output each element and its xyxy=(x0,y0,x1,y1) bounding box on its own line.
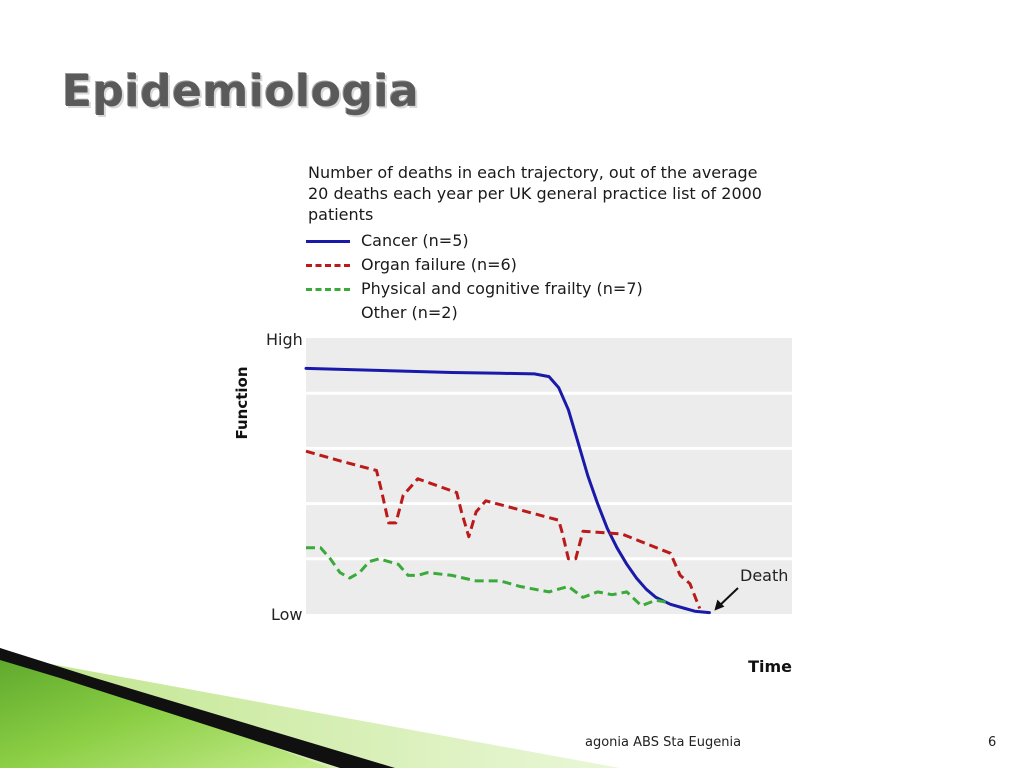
legend-label-4: Other (n=2) xyxy=(361,303,458,322)
slide-title: Epidemiologia xyxy=(62,66,420,117)
footer-label: agonia ABS Sta Eugenia xyxy=(585,735,742,750)
legend-entry-4: Other (n=2) xyxy=(306,302,726,326)
x-axis-label: Time xyxy=(748,657,792,676)
chart-caption: Number of deaths in each trajectory, out… xyxy=(308,163,762,224)
legend-swatch-1 xyxy=(306,240,350,243)
legend-entry-2: Organ failure (n=6) xyxy=(306,254,726,278)
death-arrow-head xyxy=(714,599,725,611)
page-number: 6 xyxy=(988,735,997,750)
y-tick-label-low: Low xyxy=(271,605,303,624)
legend-label-1: Cancer (n=5) xyxy=(361,231,469,250)
plot-background xyxy=(306,338,792,614)
death-annotation: Death xyxy=(740,566,788,585)
legend-label-2: Organ failure (n=6) xyxy=(361,255,517,274)
legend-label-3: Physical and cognitive frailty (n=7) xyxy=(361,279,643,298)
series-line-3 xyxy=(306,546,671,608)
legend-swatch-3 xyxy=(306,288,350,291)
legend-entry-1: Cancer (n=5) xyxy=(306,230,726,254)
y-tick-label-high: High xyxy=(266,330,303,349)
series-line-2 xyxy=(305,449,702,610)
legend-entry-3: Physical and cognitive frailty (n=7) xyxy=(306,278,726,302)
y-axis-label: Function xyxy=(233,366,251,439)
legend-swatch-2 xyxy=(306,264,350,267)
chart-legend: Cancer (n=5) Organ failure (n=6) Physical … xyxy=(306,230,726,326)
